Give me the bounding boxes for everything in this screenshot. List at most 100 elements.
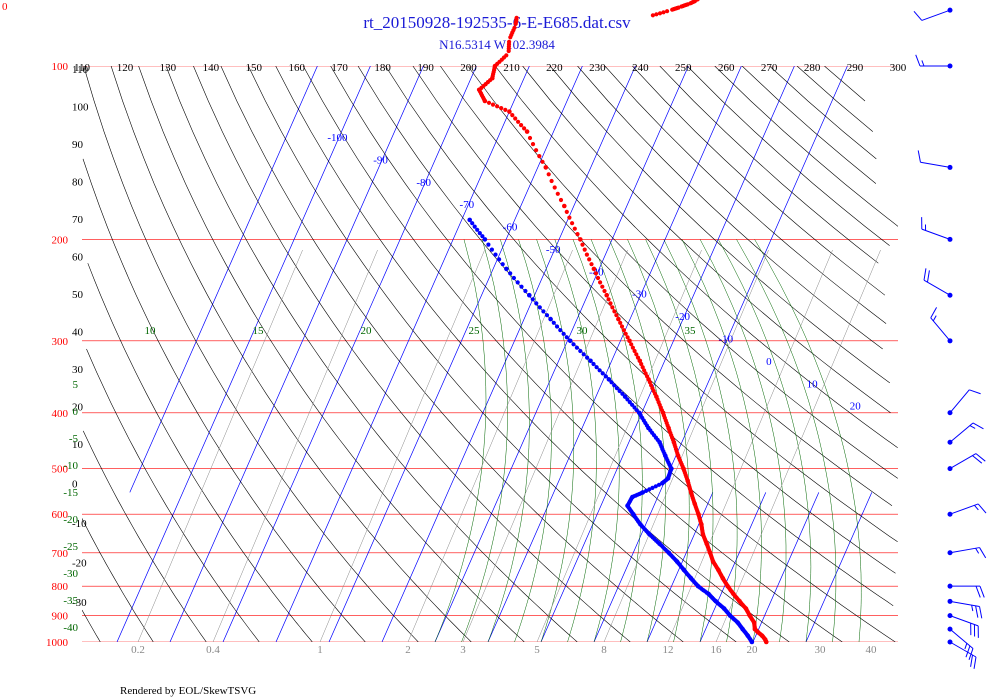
mixing-ratio-line-0 <box>137 249 303 642</box>
mixing-ratio-label-1: 0.4 <box>206 644 220 656</box>
dry-adiabat-250 <box>138 66 525 642</box>
temperature-interp-29-3 <box>632 348 637 354</box>
dewpoint-interp-19-1 <box>644 488 649 493</box>
temperature-interp-37-2 <box>519 123 524 128</box>
dry-left-label-8: 30 <box>72 364 84 376</box>
wind-barb-staff-200 <box>921 228 951 240</box>
dewpoint-interp-30-2 <box>561 331 566 336</box>
temperature-point-38 <box>507 109 512 114</box>
dewpoint-point-27 <box>622 394 628 399</box>
wind-barb-600 <box>947 503 987 517</box>
temperature-point-30 <box>627 338 632 344</box>
temperature-interp-30-1 <box>625 335 630 340</box>
dewpoint-interp-28-2 <box>600 371 605 376</box>
theta-label-220: 220 <box>546 62 563 74</box>
dry-adiabat-290 <box>248 66 737 642</box>
temperature-point-36 <box>543 165 549 170</box>
wind-barb-feather-800-4 <box>975 586 981 598</box>
moist-left-label-5: -20 <box>63 514 78 526</box>
chart-subtitle: N16.5314 W102.3984 <box>439 37 555 52</box>
dewpoint-interp-27-4 <box>612 383 617 388</box>
pressure-tick-200: 200 <box>52 234 69 246</box>
temperature-interp-36-1 <box>540 159 545 164</box>
moist-adiabat-40 <box>754 239 862 642</box>
wind-barb-feather-400-0 <box>969 389 981 395</box>
temperature-upper-interp-4-2 <box>697 0 701 1</box>
temperature-interp-36-5 <box>527 135 533 141</box>
dry-adiabat-380 <box>494 66 898 448</box>
temperature-interp-29-4 <box>630 345 636 350</box>
dewpoint-interp-33-5 <box>486 242 491 247</box>
temperature-interp-42-5 <box>504 53 509 58</box>
moist-left-label-1: 0 <box>73 406 79 418</box>
temperature-interp-38-1 <box>503 107 508 112</box>
dewpoint-interp-19-2 <box>647 487 652 492</box>
temperature-interp-33-3 <box>584 252 590 257</box>
theta-label-200: 200 <box>460 62 477 74</box>
temperature-interp-32-4 <box>595 275 601 281</box>
dewpoint-interp-31-3 <box>537 305 542 310</box>
dewpoint-interp-34-5 <box>470 221 475 226</box>
isotherm--100 <box>116 66 371 642</box>
temperature-interp-29-1 <box>635 355 641 360</box>
mixing-ratio-label-10: 30 <box>815 644 827 656</box>
isotherm--40 <box>434 66 689 642</box>
temperature-interp-35-3 <box>552 185 557 190</box>
wind-barb-half-450 <box>969 425 976 429</box>
wind-barb-feather-1000-0 <box>973 656 977 669</box>
dewpoint-point-30 <box>567 338 573 344</box>
isotherm-label-0: 0 <box>766 356 772 368</box>
dewpoint-interp-32-2 <box>519 284 524 289</box>
temperature-interp-31-3 <box>610 305 615 310</box>
moist-top-label-20: 20 <box>361 325 373 337</box>
wind-barb-staff-80 <box>921 9 951 21</box>
wind-barb-feather-150-0 <box>917 150 921 163</box>
moist-left-label-8: -35 <box>63 595 78 607</box>
dewpoint-point-29 <box>588 358 593 364</box>
moist-adiabat-35 <box>736 239 837 642</box>
dewpoint-interp-30-1 <box>564 335 569 340</box>
wind-barb-half-700 <box>975 548 980 554</box>
temperature-point-37 <box>524 129 530 134</box>
mixing-ratio-label-7: 12 <box>663 644 674 656</box>
moist-adiabat--10 <box>572 239 620 642</box>
wind-barb-feather-600-0 <box>977 503 987 514</box>
trace-layer <box>467 0 769 645</box>
dry-adiabat-260 <box>165 66 578 642</box>
dry-adiabat-390 <box>522 66 891 414</box>
dewpoint-interp-28-3 <box>597 368 602 373</box>
wind-barb-feather-1000-4 <box>970 654 974 667</box>
wind-barb-half-100 <box>921 60 925 67</box>
temperature-interp-32-2 <box>600 284 605 289</box>
isotherm-label--10: -10 <box>718 334 733 346</box>
wind-barb-staff-500 <box>949 453 977 470</box>
mixing-ratio-line-1 <box>212 249 378 642</box>
wind-barb-feather-700-0 <box>979 547 987 559</box>
moist-left-label-2: -5 <box>69 433 79 445</box>
isotherm-label--90: -90 <box>373 154 388 166</box>
temperature-interp-36-4 <box>530 142 536 147</box>
isotherm--110 <box>129 66 318 493</box>
wind-barb-200 <box>921 217 953 242</box>
temperature-interp-31-2 <box>612 309 617 314</box>
theta-label-240: 240 <box>632 62 649 74</box>
dewpoint-point-35 <box>467 217 473 223</box>
dewpoint-interp-29-1 <box>585 355 590 360</box>
pressure-tick-600: 600 <box>52 509 69 521</box>
moist-adiabat-25 <box>699 239 787 642</box>
pressure-tick-1000: 1000 <box>46 637 69 649</box>
dewpoint-interp-32-3 <box>515 280 520 285</box>
dewpoint-interp-31-4 <box>534 301 539 306</box>
wind-barb-half-850 <box>971 605 974 612</box>
dry-left-label-10: 10 <box>72 439 84 451</box>
theta-label-260: 260 <box>718 62 735 74</box>
wind-barb-1000 <box>947 639 977 669</box>
temperature-point-29 <box>637 358 643 364</box>
dewpoint-interp-27-2 <box>617 388 622 394</box>
theta-label-170: 170 <box>331 62 348 74</box>
temperature-interp-35-4 <box>549 178 554 184</box>
moist-top-label-10: 10 <box>145 325 157 337</box>
moist-left-label-3: -10 <box>63 460 78 472</box>
dry-adiabat-200 <box>86 348 260 642</box>
